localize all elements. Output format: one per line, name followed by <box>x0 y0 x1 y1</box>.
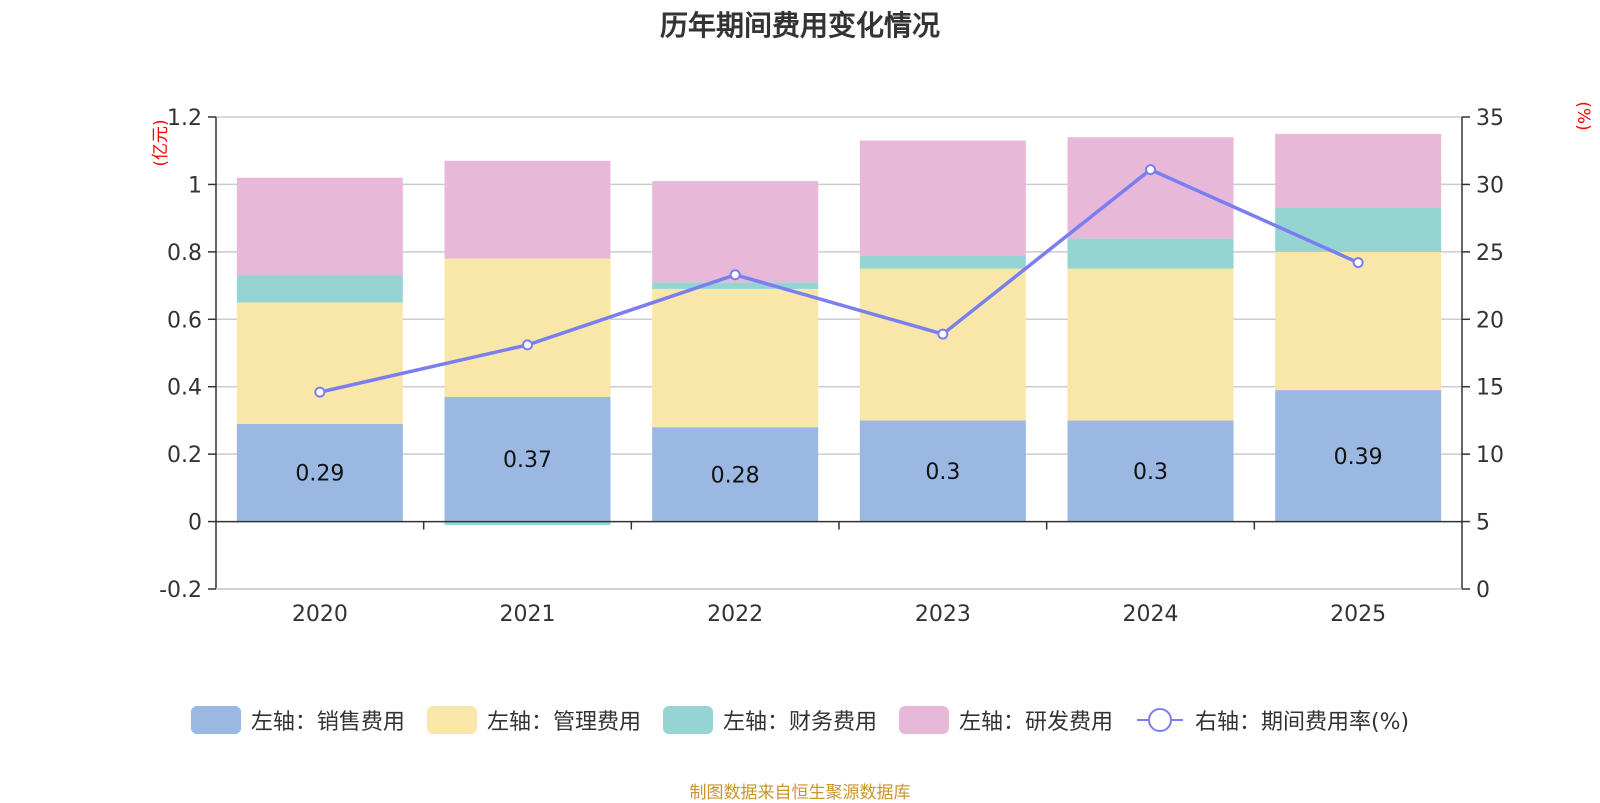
left-tick-label: 1.2 <box>167 106 202 131</box>
bar-segment-1 <box>1067 268 1234 421</box>
category-label: 2022 <box>707 602 763 627</box>
legend-label-finance: 左轴：财务费用 <box>722 710 877 735</box>
chart-title: 历年期间费用变化情况 <box>659 9 940 42</box>
left-tick-label: 0 <box>188 511 202 536</box>
right-tick-label: 20 <box>1476 308 1504 333</box>
source-note: 制图数据来自恒生聚源数据库 <box>689 783 911 803</box>
data-labels: 0.29 0.37 0.28 0.3 0.3 0.39 <box>295 445 1382 489</box>
bar-value-label: 0.28 <box>711 463 760 488</box>
rate-point <box>729 269 741 281</box>
bar-segment-1 <box>652 288 819 428</box>
bar-segment-3 <box>652 181 819 283</box>
left-tick-label: 0.6 <box>167 308 202 333</box>
legend: 左轴：销售费用 左轴：管理费用 左轴：财务费用 左轴：研发费用 右轴：期间费用率… <box>0 704 1600 736</box>
legend-swatch-sales <box>190 706 241 734</box>
rate-point <box>937 328 949 340</box>
rate-point <box>1352 257 1364 269</box>
right-tick-label: 30 <box>1476 173 1504 198</box>
bar-value-label: 0.29 <box>295 462 344 487</box>
left-tick-label: 0.2 <box>167 443 202 468</box>
bar-segment-0 <box>1067 420 1234 522</box>
bar-segment-2 <box>652 282 819 289</box>
bar-segment-2 <box>1275 208 1442 252</box>
category-label: 2020 <box>292 602 348 627</box>
bar-segment-2 <box>1067 238 1234 269</box>
legend-item-sales[interactable]: 左轴：销售费用 <box>190 704 405 736</box>
bar-value-label: 0.37 <box>503 448 552 473</box>
legend-item-rd[interactable]: 左轴：研发费用 <box>898 704 1113 736</box>
bar-segment-3 <box>236 177 403 276</box>
legend-label-admin: 左轴：管理费用 <box>486 710 641 735</box>
right-tick-label: 0 <box>1476 578 1490 603</box>
legend-label-rate: 右轴：期间费用率(%) <box>1194 710 1410 735</box>
bar-segment-0 <box>444 396 611 522</box>
rate-point <box>314 386 326 398</box>
bar-segment-1 <box>859 268 1026 421</box>
left-tick-label: 1 <box>188 173 202 198</box>
left-tick-label: 0.4 <box>167 376 202 401</box>
bar-segment-0 <box>859 420 1026 522</box>
left-axis-unit: (亿元) <box>151 119 171 166</box>
left-tick-label: 0.8 <box>167 241 202 266</box>
right-tick-label: 10 <box>1476 443 1504 468</box>
legend-item-admin[interactable]: 左轴：管理费用 <box>426 704 641 736</box>
rate-point <box>1145 164 1156 176</box>
legend-swatch-rd <box>898 706 949 734</box>
rate-line <box>319 167 1359 394</box>
bar-segment-2 <box>859 255 1026 269</box>
right-axis-unit: (%) <box>1573 101 1593 130</box>
bar-value-label: 0.3 <box>925 460 960 485</box>
category-label: 2021 <box>500 602 556 627</box>
bar-segment-1 <box>1275 251 1442 391</box>
rate-point <box>522 339 533 351</box>
grid-lines <box>216 116 1462 590</box>
bar-segment-0 <box>1275 390 1442 522</box>
legend-label-sales: 左轴：销售费用 <box>250 710 405 735</box>
bar-stack-layer <box>236 133 1442 525</box>
bar-value-label: 0.3 <box>1133 460 1168 485</box>
legend-item-finance[interactable]: 左轴：财务费用 <box>662 704 877 736</box>
legend-swatch-finance <box>662 706 713 734</box>
bar-segment-3 <box>1067 137 1234 239</box>
right-tick-label: 35 <box>1476 106 1504 131</box>
legend-label-rd: 左轴：研发费用 <box>958 710 1113 735</box>
right-tick-label: 25 <box>1476 241 1504 266</box>
right-tick-label: 5 <box>1476 511 1490 536</box>
right-tick-label: 15 <box>1476 376 1504 401</box>
legend-swatch-admin <box>426 706 477 734</box>
legend-line-marker-icon <box>1136 708 1183 732</box>
rate-line-layer <box>314 164 1364 398</box>
bar-segment-3 <box>444 160 611 259</box>
bar-segment-3 <box>859 140 1026 256</box>
bar-segment-1 <box>444 258 611 397</box>
category-label: 2024 <box>1123 602 1179 627</box>
category-label: 2023 <box>915 602 971 627</box>
bar-segment-0 <box>236 423 403 522</box>
legend-item-rate[interactable]: 右轴：期间费用率(%) <box>1135 704 1409 736</box>
category-label: 2025 <box>1330 602 1386 627</box>
bar-segment-2 <box>444 521 611 525</box>
bar-value-label: 0.39 <box>1334 445 1383 470</box>
bar-segment-2 <box>236 275 403 303</box>
bar-segment-0 <box>652 427 819 522</box>
left-tick-label: -0.2 <box>159 578 202 603</box>
axes: 1.2 1 0.8 0.6 0.4 0.2 0 -0.2 35 30 25 20 15 10 5 0 2020 2… <box>159 106 1504 627</box>
bar-segment-1 <box>236 302 403 424</box>
bar-segment-3 <box>1275 133 1442 209</box>
